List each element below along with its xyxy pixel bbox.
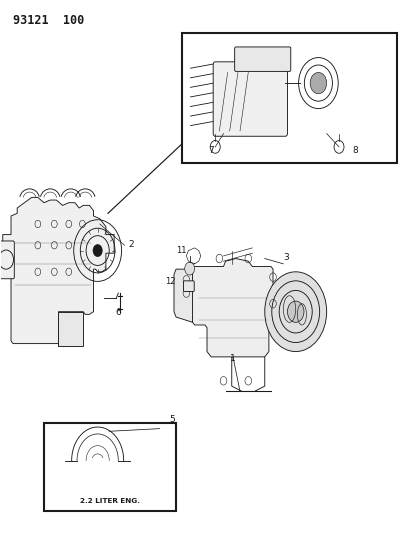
Text: 7: 7 [208,146,214,155]
Text: 3: 3 [282,253,288,262]
Text: 93121  100: 93121 100 [13,14,84,27]
Circle shape [287,301,303,322]
FancyBboxPatch shape [213,62,287,136]
FancyBboxPatch shape [234,47,290,71]
Circle shape [93,244,102,257]
Polygon shape [190,259,276,357]
Text: 5: 5 [169,415,174,424]
Polygon shape [58,312,83,346]
Bar [182,33,396,163]
Circle shape [264,272,326,352]
Circle shape [309,72,326,94]
Polygon shape [3,197,114,346]
Text: 1: 1 [229,354,235,363]
Text: 12: 12 [164,277,175,286]
Bar [44,423,176,511]
FancyBboxPatch shape [0,241,14,279]
Text: 2.2 LITER ENG.: 2.2 LITER ENG. [80,498,140,504]
Polygon shape [173,266,192,322]
Text: 11: 11 [176,246,186,255]
FancyBboxPatch shape [183,281,194,292]
Circle shape [184,262,194,275]
Circle shape [278,290,311,333]
Text: 2: 2 [128,240,134,249]
Text: 6: 6 [115,309,121,318]
Text: 8: 8 [352,146,358,155]
